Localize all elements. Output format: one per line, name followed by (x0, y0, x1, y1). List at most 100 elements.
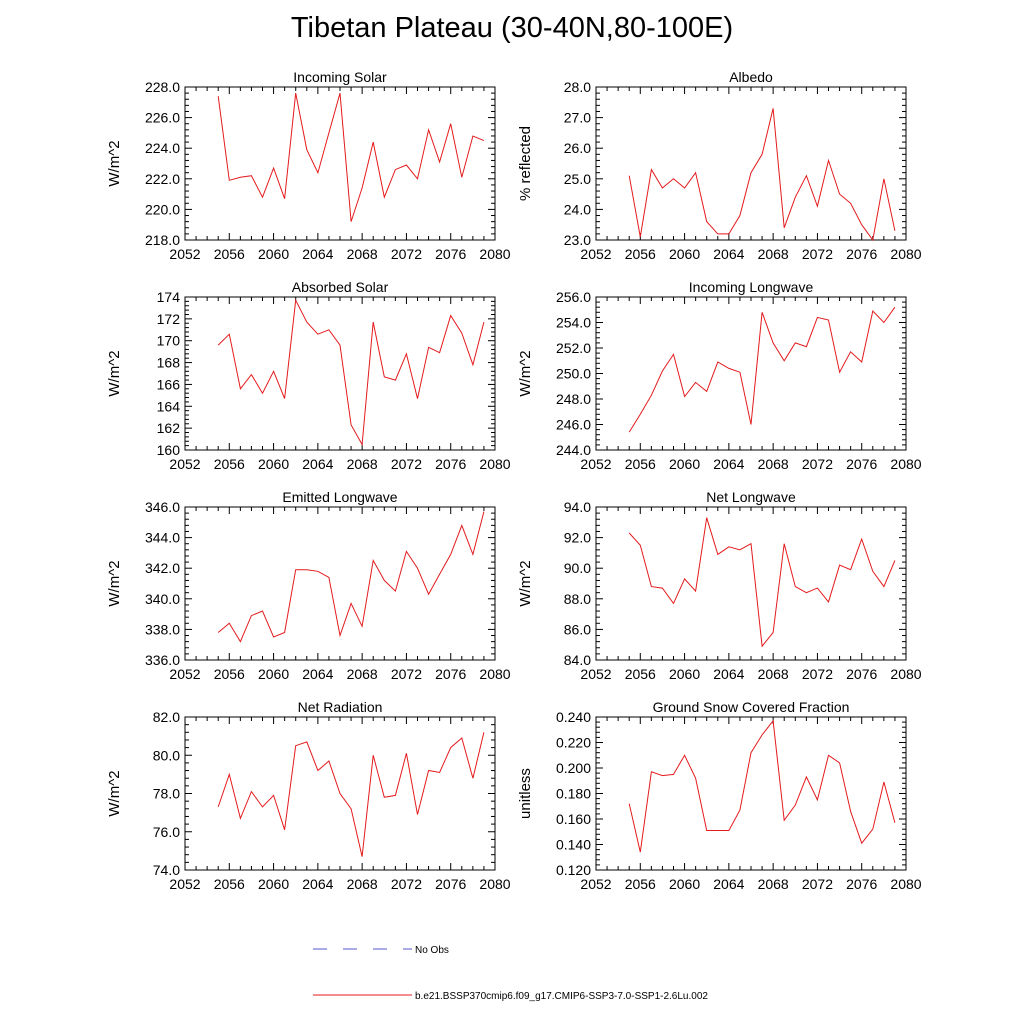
panel-title: Albedo (729, 69, 773, 85)
series-line (628, 306, 896, 433)
y-tick-label: 220.0 (145, 201, 180, 217)
y-tick-label: 160 (157, 442, 181, 458)
x-tick-label: 2080 (479, 246, 510, 262)
x-tick-label: 2056 (625, 666, 656, 682)
panel-title: Absorbed Solar (292, 279, 389, 295)
y-tick-label: 252.0 (556, 340, 591, 356)
y-tick-label: 24.0 (564, 201, 591, 217)
x-tick-label: 2064 (713, 876, 744, 892)
plot-frame (184, 506, 496, 661)
x-tick-label: 2072 (391, 246, 422, 262)
y-tick-label: 340.0 (145, 591, 180, 607)
chart-panel: Albedo % reflected 2052 2056 2060 2064 2068 207… (517, 69, 922, 262)
x-tick-label: 2080 (890, 876, 921, 892)
x-tick-label: 2076 (846, 456, 877, 472)
y-tick-label: 162 (157, 420, 181, 436)
chart-panel: Net Longwave W/m^2 2052 2056 2060 2064 2068 207… (517, 489, 922, 682)
x-tick-label: 2060 (669, 456, 700, 472)
y-axis-label: W/m^2 (517, 350, 534, 396)
x-tick-label: 2052 (580, 876, 611, 892)
x-tick-label: 2052 (580, 456, 611, 472)
x-tick-label: 2064 (713, 456, 744, 472)
y-tick-label: 224.0 (145, 140, 180, 156)
x-tick-label: 2056 (214, 246, 245, 262)
y-axis-label: W/m^2 (106, 140, 123, 186)
y-tick-label: 84.0 (564, 652, 591, 668)
y-tick-label: 248.0 (556, 391, 591, 407)
x-tick-label: 2060 (669, 876, 700, 892)
y-tick-label: 218.0 (145, 232, 180, 248)
x-tick-label: 2068 (347, 876, 378, 892)
series-line (217, 92, 485, 222)
x-tick-label: 2080 (479, 876, 510, 892)
y-tick-label: 168 (157, 355, 181, 371)
x-tick-label: 2060 (258, 666, 289, 682)
x-tick-label: 2052 (580, 246, 611, 262)
y-tick-label: 28.0 (564, 79, 591, 95)
x-tick-label: 2072 (802, 876, 833, 892)
chart-panel: Incoming Longwave W/m^2 2052 2056 2060 2064 20… (517, 279, 922, 472)
y-tick-label: 336.0 (145, 652, 180, 668)
plot-frame (595, 506, 907, 661)
panel-title: Incoming Solar (293, 69, 387, 85)
y-tick-label: 27.0 (564, 110, 591, 126)
y-axis-label: unitless (517, 768, 534, 819)
x-tick-label: 2068 (758, 246, 789, 262)
x-tick-label: 2064 (713, 666, 744, 682)
x-tick-label: 2052 (169, 876, 200, 892)
y-tick-label: 346.0 (145, 499, 180, 515)
x-tick-label: 2076 (846, 666, 877, 682)
y-tick-label: 86.0 (564, 621, 591, 637)
series-line (628, 719, 896, 853)
y-tick-label: 170 (157, 333, 181, 349)
y-tick-label: 25.0 (564, 171, 591, 187)
x-tick-label: 2064 (713, 246, 744, 262)
x-tick-label: 2064 (302, 246, 333, 262)
x-tick-label: 2068 (758, 876, 789, 892)
x-tick-label: 2056 (625, 246, 656, 262)
y-tick-label: 256.0 (556, 289, 591, 305)
y-tick-label: 0.140 (556, 837, 591, 853)
y-tick-label: 76.0 (153, 824, 180, 840)
y-tick-label: 82.0 (153, 709, 180, 725)
y-tick-label: 0.160 (556, 811, 591, 827)
x-tick-label: 2068 (347, 456, 378, 472)
chart-panel: Incoming Solar W/m^2 2052 2056 2060 2064 2068 2… (106, 69, 511, 262)
y-tick-label: 0.240 (556, 709, 591, 725)
x-tick-label: 2064 (302, 876, 333, 892)
y-tick-label: 250.0 (556, 366, 591, 382)
panel-title: Incoming Longwave (689, 279, 814, 295)
x-tick-label: 2056 (625, 876, 656, 892)
x-tick-label: 2068 (347, 666, 378, 682)
x-tick-label: 2060 (258, 456, 289, 472)
x-tick-label: 2076 (435, 456, 466, 472)
series-line (628, 517, 896, 648)
y-tick-label: 78.0 (153, 786, 180, 802)
y-tick-label: 174 (157, 289, 181, 305)
y-tick-label: 228.0 (145, 79, 180, 95)
y-tick-label: 164 (157, 398, 181, 414)
x-tick-label: 2080 (890, 246, 921, 262)
y-tick-label: 254.0 (556, 315, 591, 331)
y-tick-label: 26.0 (564, 140, 591, 156)
y-tick-label: 0.200 (556, 760, 591, 776)
plot-frame (595, 296, 907, 451)
y-tick-label: 342.0 (145, 560, 180, 576)
x-tick-label: 2072 (391, 876, 422, 892)
y-tick-label: 80.0 (153, 747, 180, 763)
y-tick-label: 94.0 (564, 499, 591, 515)
x-tick-label: 2076 (435, 666, 466, 682)
y-tick-label: 244.0 (556, 442, 591, 458)
x-tick-label: 2080 (479, 456, 510, 472)
y-tick-label: 344.0 (145, 530, 180, 546)
legend-label: No Obs (415, 945, 449, 956)
x-tick-label: 2060 (258, 246, 289, 262)
y-tick-label: 88.0 (564, 591, 591, 607)
y-tick-label: 92.0 (564, 530, 591, 546)
x-tick-label: 2072 (391, 456, 422, 472)
y-tick-label: 166 (157, 376, 181, 392)
x-tick-label: 2052 (169, 456, 200, 472)
panel-title: Net Longwave (706, 489, 796, 505)
y-axis-label: W/m^2 (106, 770, 123, 816)
chart-panel: Emitted Longwave W/m^2 2052 2056 2060 2064 206… (106, 489, 511, 682)
